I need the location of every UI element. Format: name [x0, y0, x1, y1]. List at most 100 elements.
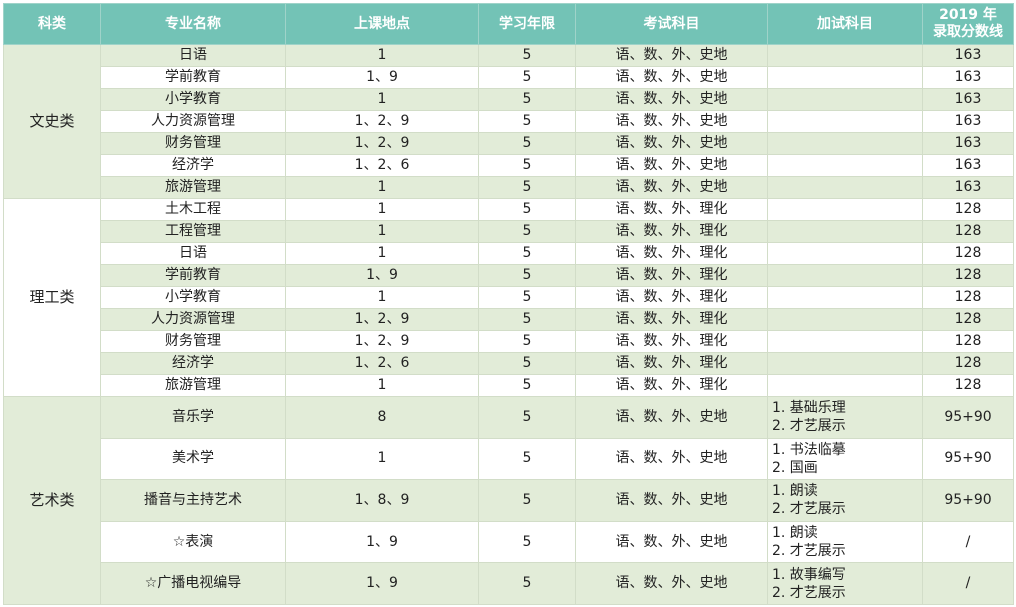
table-row: ☆广播电视编导 1、9 5 语、数、外、史地 1. 故事编写 2. 才艺展示 / [4, 562, 1014, 605]
major-cell: 旅游管理 [100, 176, 286, 199]
location-cell: 1、2、6 [285, 154, 479, 177]
score-cell: 95+90 [922, 396, 1014, 439]
years-cell: 5 [478, 220, 576, 243]
major-cell: ☆表演 [100, 520, 286, 564]
extra-subject-item: 2. 才艺展示 [772, 418, 846, 435]
extra-subjects-cell [767, 220, 923, 243]
extra-subjects-cell [767, 242, 923, 265]
extra-subjects-cell [767, 374, 923, 397]
years-cell: 5 [478, 176, 576, 199]
subjects-cell: 语、数、外、理化 [575, 198, 768, 221]
subjects-cell: 语、数、外、史地 [575, 396, 768, 439]
header-extra: 加试科目 [767, 3, 923, 45]
major-cell: 日语 [100, 44, 286, 67]
subjects-cell: 语、数、外、史地 [575, 154, 768, 177]
major-cell: 人力资源管理 [100, 308, 286, 331]
score-cell: 128 [922, 374, 1014, 397]
extra-subject-item: 1. 朗读 [772, 525, 818, 542]
subjects-cell: 语、数、外、史地 [575, 437, 768, 481]
table-row: 工程管理 1 5 语、数、外、理化 128 [4, 220, 1014, 243]
header-location: 上课地点 [285, 3, 479, 45]
extra-subjects-cell: 1. 基础乐理 2. 才艺展示 [767, 396, 923, 439]
location-cell: 1 [285, 198, 479, 221]
score-cell: 128 [922, 264, 1014, 287]
major-cell: ☆广播电视编导 [100, 562, 286, 605]
extra-subjects-cell [767, 110, 923, 133]
extra-subjects-cell [767, 330, 923, 353]
years-cell: 5 [478, 132, 576, 155]
table-row: 播音与主持艺术 1、8、9 5 语、数、外、史地 1. 朗读 2. 才艺展示 95+90 [4, 479, 1014, 522]
extra-subjects-cell [767, 264, 923, 287]
major-cell: 学前教育 [100, 66, 286, 89]
years-cell: 5 [478, 264, 576, 287]
score-cell: 128 [922, 286, 1014, 309]
table-row: 文史类 日语 1 5 语、数、外、史地 163 [3, 44, 1014, 199]
table-row: 财务管理 1、2、9 5 语、数、外、史地 163 [4, 132, 1014, 155]
subjects-cell: 语、数、外、理化 [575, 264, 768, 287]
extra-subject-item: 1. 朗读 [772, 483, 818, 500]
extra-subjects-cell [767, 286, 923, 309]
years-cell: 5 [478, 286, 576, 309]
location-cell: 1、9 [285, 562, 479, 605]
subjects-cell: 语、数、外、史地 [575, 479, 768, 522]
header-years: 学习年限 [478, 3, 576, 45]
category-cell: 理工类 [3, 198, 101, 397]
table-row: 日语 1 5 语、数、外、理化 128 [4, 242, 1014, 265]
header-score: 2019 年录取分数线 [922, 3, 1014, 45]
table-row: 小学教育 1 5 语、数、外、理化 128 [4, 286, 1014, 309]
years-cell: 5 [478, 110, 576, 133]
years-cell: 5 [478, 352, 576, 375]
years-cell: 5 [478, 242, 576, 265]
header-category: 科类 [3, 3, 101, 45]
major-cell: 日语 [100, 242, 286, 265]
years-cell: 5 [478, 374, 576, 397]
header-subjects: 考试科目 [575, 3, 768, 45]
category-cell: 文史类 [3, 44, 101, 199]
location-cell: 1、9 [285, 264, 479, 287]
years-cell: 5 [478, 198, 576, 221]
subjects-cell: 语、数、外、史地 [575, 88, 768, 111]
extra-subjects-cell [767, 154, 923, 177]
major-cell: 经济学 [100, 352, 286, 375]
subjects-cell: 语、数、外、史地 [575, 44, 768, 67]
table-row: 旅游管理 1 5 语、数、外、理化 128 [4, 374, 1014, 397]
table-row: 理工类 土木工程 1 5 语、数、外、理化 128 [3, 198, 1014, 397]
header-row: 科类 专业名称 上课地点 学习年限 考试科目 加试科目 2019 年录取分数线 [3, 3, 1014, 45]
location-cell: 1、2、9 [285, 110, 479, 133]
score-cell: 128 [922, 308, 1014, 331]
score-cell: 128 [922, 242, 1014, 265]
table-row: 艺术类 音乐学 8 5 语、数、外、史地 1. 基础乐理 2. 才艺展示 95+90 [3, 396, 1014, 605]
subjects-cell: 语、数、外、史地 [575, 176, 768, 199]
extra-subjects-cell: 1. 书法临摹 2. 国画 [767, 437, 923, 481]
extra-subjects-cell [767, 198, 923, 221]
score-cell: 163 [922, 44, 1014, 67]
years-cell: 5 [478, 396, 576, 439]
location-cell: 1、2、9 [285, 308, 479, 331]
subjects-cell: 语、数、外、史地 [575, 110, 768, 133]
extra-subjects-cell [767, 176, 923, 199]
table-row: 学前教育 1、9 5 语、数、外、史地 163 [4, 66, 1014, 89]
score-cell: 128 [922, 198, 1014, 221]
subjects-cell: 语、数、外、史地 [575, 562, 768, 605]
years-cell: 5 [478, 154, 576, 177]
years-cell: 5 [478, 520, 576, 564]
score-cell: 128 [922, 330, 1014, 353]
score-cell: / [922, 520, 1014, 564]
subjects-cell: 语、数、外、史地 [575, 520, 768, 564]
extra-subject-item: 2. 国画 [772, 459, 818, 476]
location-cell: 1、8、9 [285, 479, 479, 522]
major-cell: 旅游管理 [100, 374, 286, 397]
extra-subjects-cell: 1. 故事编写 2. 才艺展示 [767, 562, 923, 605]
subjects-cell: 语、数、外、理化 [575, 374, 768, 397]
major-cell: 财务管理 [100, 132, 286, 155]
years-cell: 5 [478, 66, 576, 89]
subjects-cell: 语、数、外、理化 [575, 220, 768, 243]
table-row: 美术学 1 5 语、数、外、史地 1. 书法临摹 2. 国画 95+90 [4, 437, 1014, 481]
major-cell: 财务管理 [100, 330, 286, 353]
major-cell: 播音与主持艺术 [100, 479, 286, 522]
major-cell: 人力资源管理 [100, 110, 286, 133]
major-cell: 音乐学 [100, 396, 286, 439]
extra-subjects-cell: 1. 朗读 2. 才艺展示 [767, 479, 923, 522]
score-cell: 95+90 [922, 437, 1014, 481]
extra-subject-item: 1. 基础乐理 [772, 400, 846, 417]
